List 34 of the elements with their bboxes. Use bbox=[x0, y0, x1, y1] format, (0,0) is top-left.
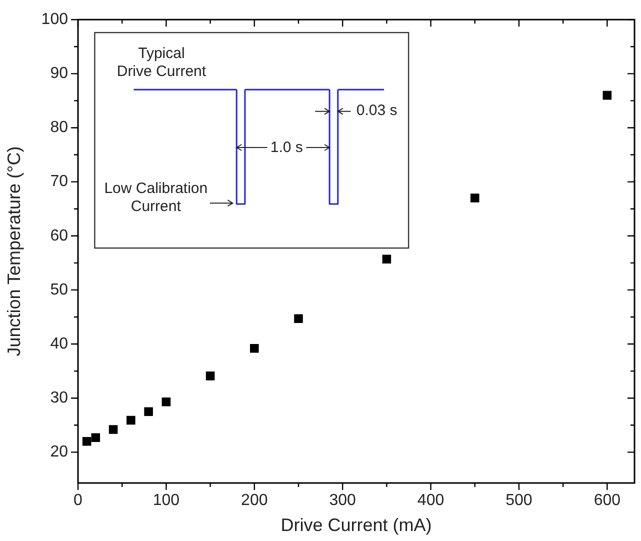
point bbox=[470, 194, 480, 202]
y-tick-label: 20 bbox=[50, 444, 68, 461]
point bbox=[108, 425, 118, 434]
y-tick-label: 60 bbox=[50, 227, 68, 244]
point bbox=[206, 372, 215, 380]
x-tick-label: 200 bbox=[241, 492, 268, 510]
annotation: Typical Drive Current bbox=[116, 45, 208, 82]
y-tick-label: 70 bbox=[50, 173, 68, 190]
annotation: 1.0 s bbox=[269, 138, 304, 157]
x-tick-label: 0 bbox=[74, 492, 83, 510]
x-axis-title: Drive Current (mA) bbox=[280, 515, 432, 536]
point bbox=[294, 314, 303, 324]
x-tick-label: 500 bbox=[506, 492, 532, 510]
y-tick-label: 80 bbox=[50, 119, 68, 136]
x-tick-label: 300 bbox=[329, 492, 356, 510]
y-tick-label: 40 bbox=[50, 335, 68, 352]
y-tick-label: 50 bbox=[50, 281, 68, 298]
y-axis-title: Junction Temperature (°C) bbox=[4, 146, 24, 356]
x-tick-label: 400 bbox=[417, 492, 444, 510]
point bbox=[162, 398, 171, 406]
x-tick-label: 600 bbox=[594, 492, 621, 510]
y-tick-label: 100 bbox=[41, 11, 68, 28]
point bbox=[91, 433, 100, 442]
annotation: 0.03 s bbox=[355, 102, 398, 120]
annotation: Low Calibration Current bbox=[103, 180, 209, 216]
x-tick-label: 100 bbox=[152, 492, 180, 510]
y-tick-label: 90 bbox=[50, 65, 68, 82]
point bbox=[382, 254, 392, 264]
point bbox=[250, 344, 259, 353]
point bbox=[126, 416, 136, 425]
y-tick-label: 30 bbox=[50, 390, 68, 407]
point bbox=[82, 436, 92, 446]
point bbox=[602, 90, 612, 100]
point bbox=[144, 407, 153, 416]
